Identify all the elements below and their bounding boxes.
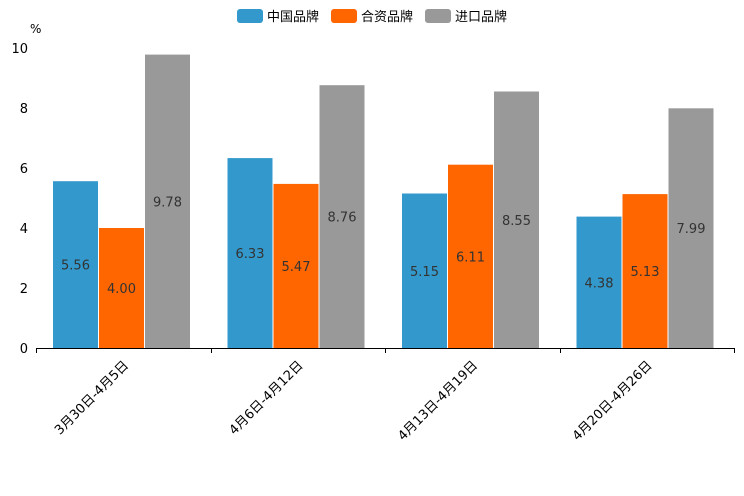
x-category-label: 4月6日-4月12日 <box>227 358 307 438</box>
bar[interactable] <box>576 216 622 348</box>
data-label: 8.55 <box>502 214 531 229</box>
x-category-label: 4月13日-4月19日 <box>395 358 481 444</box>
data-label: 5.15 <box>410 265 439 280</box>
legend-label-1: 中国品牌 <box>267 9 319 25</box>
x-category-label: 4月20日-4月26日 <box>570 358 656 444</box>
data-label: 6.33 <box>236 247 265 262</box>
data-label: 8.76 <box>328 211 357 226</box>
bar[interactable] <box>668 108 714 348</box>
x-axis: 3月30日-4月5日 4月6日-4月12日 4月13日-4月19日 4月20日-4月2… <box>36 348 735 444</box>
data-label: 7.99 <box>677 222 706 237</box>
y-axis-unit-label: % <box>30 22 41 36</box>
bar[interactable] <box>99 228 144 348</box>
y-axis-ticks: 0 2 4 6 8 10 <box>11 42 28 357</box>
y-tick-label: 10 <box>11 42 28 57</box>
bar[interactable] <box>622 194 668 348</box>
legend-swatch-3[interactable] <box>425 9 451 23</box>
bars <box>53 54 714 349</box>
data-label: 4.00 <box>107 282 136 297</box>
data-label: 5.56 <box>61 259 90 274</box>
bar[interactable] <box>448 164 493 348</box>
bar[interactable] <box>494 91 539 349</box>
data-label: 5.47 <box>282 260 311 275</box>
y-tick-label: 4 <box>20 222 28 237</box>
x-category-label: 3月30日-4月5日 <box>52 358 132 438</box>
legend-label-2: 合资品牌 <box>361 9 413 25</box>
bar[interactable] <box>319 85 365 348</box>
data-label: 5.13 <box>631 265 660 280</box>
bar[interactable] <box>145 54 190 348</box>
legend-label-3: 进口品牌 <box>455 9 507 25</box>
data-label: 6.11 <box>456 250 485 265</box>
legend-swatch-2[interactable] <box>331 9 357 23</box>
y-tick-label: 2 <box>20 282 28 297</box>
data-label: 9.78 <box>153 195 182 210</box>
legend: 中国品牌 合资品牌 进口品牌 <box>237 9 507 25</box>
legend-swatch-1[interactable] <box>237 9 263 23</box>
bar[interactable] <box>53 181 98 348</box>
data-label: 4.38 <box>585 276 614 291</box>
y-tick-label: 6 <box>20 162 28 177</box>
bar[interactable] <box>273 183 319 348</box>
value-labels: 5.56 4.00 9.78 6.33 5.47 8.76 5.15 6.11 8.55 4.38… <box>61 195 705 297</box>
bar[interactable] <box>227 158 273 348</box>
y-tick-label: 0 <box>20 342 28 357</box>
y-tick-label: 8 <box>20 102 28 117</box>
bar[interactable] <box>402 193 447 349</box>
